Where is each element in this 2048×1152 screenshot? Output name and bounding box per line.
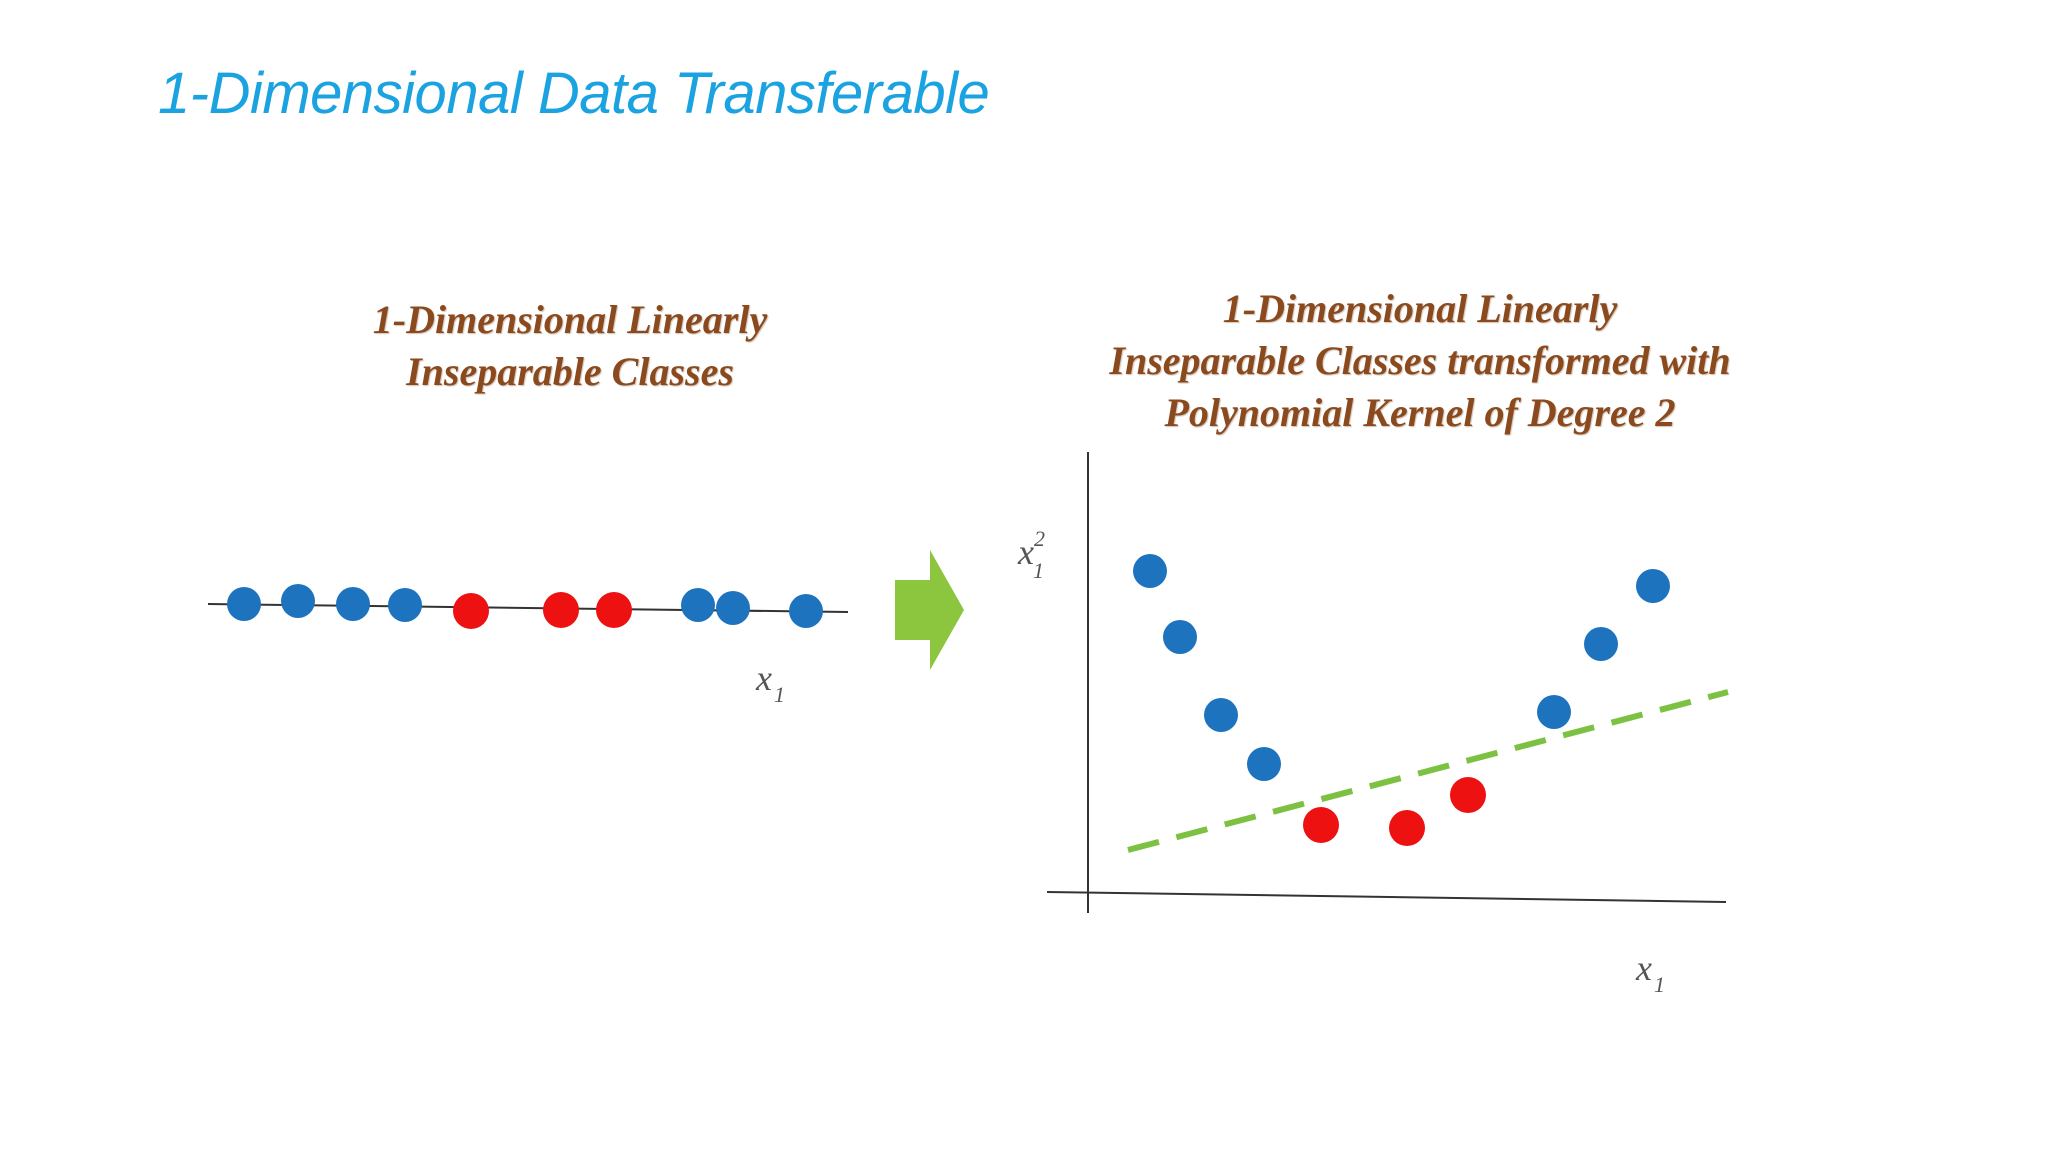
transform-arrow-icon xyxy=(895,550,964,670)
blue-point xyxy=(1584,627,1618,661)
red-point xyxy=(453,593,489,629)
blue-point xyxy=(336,587,370,621)
right-panel-caption: 1-Dimensional Linearly Inseparable Class… xyxy=(1000,283,1840,439)
blue-point xyxy=(281,584,315,618)
left-x1-label: x1 xyxy=(755,658,785,707)
x-axis-label: x1 xyxy=(1635,948,1665,997)
blue-point xyxy=(388,588,422,622)
x-axis xyxy=(1046,891,1727,903)
slide-title: 1-Dimensional Data Transferable xyxy=(158,61,990,126)
red-point xyxy=(596,592,632,628)
blue-point xyxy=(1537,695,1571,729)
blue-point xyxy=(1163,620,1197,654)
right-caption-line-2: Inseparable Classes transformed with xyxy=(1109,338,1731,383)
blue-point xyxy=(716,591,750,625)
one-dimensional-line-plot: x1 xyxy=(207,584,849,707)
red-point xyxy=(1450,777,1486,813)
blue-point xyxy=(1636,569,1670,603)
red-point xyxy=(1303,807,1339,843)
red-point xyxy=(1389,810,1425,846)
right-caption-line-1: 1-Dimensional Linearly xyxy=(1222,286,1618,331)
blue-point xyxy=(1247,747,1281,781)
decision-boundary xyxy=(1127,689,1729,853)
red-point xyxy=(543,592,579,628)
kernel-transformed-plot: x2 1 x1 xyxy=(1017,452,1729,997)
blue-point xyxy=(1204,698,1238,732)
left-caption-line-1: 1-Dimensional Linearly xyxy=(372,297,768,342)
left-caption-line-2: Inseparable Classes xyxy=(406,349,734,394)
blue-point xyxy=(681,588,715,622)
left-panel-caption: 1-Dimensional Linearly Inseparable Class… xyxy=(300,294,840,398)
blue-point xyxy=(1133,554,1167,588)
blue-point xyxy=(227,587,261,621)
right-caption-line-3: Polynomial Kernel of Degree 2 xyxy=(1164,390,1676,435)
blue-point xyxy=(789,594,823,628)
y-axis-label: x2 1 xyxy=(1017,526,1045,583)
